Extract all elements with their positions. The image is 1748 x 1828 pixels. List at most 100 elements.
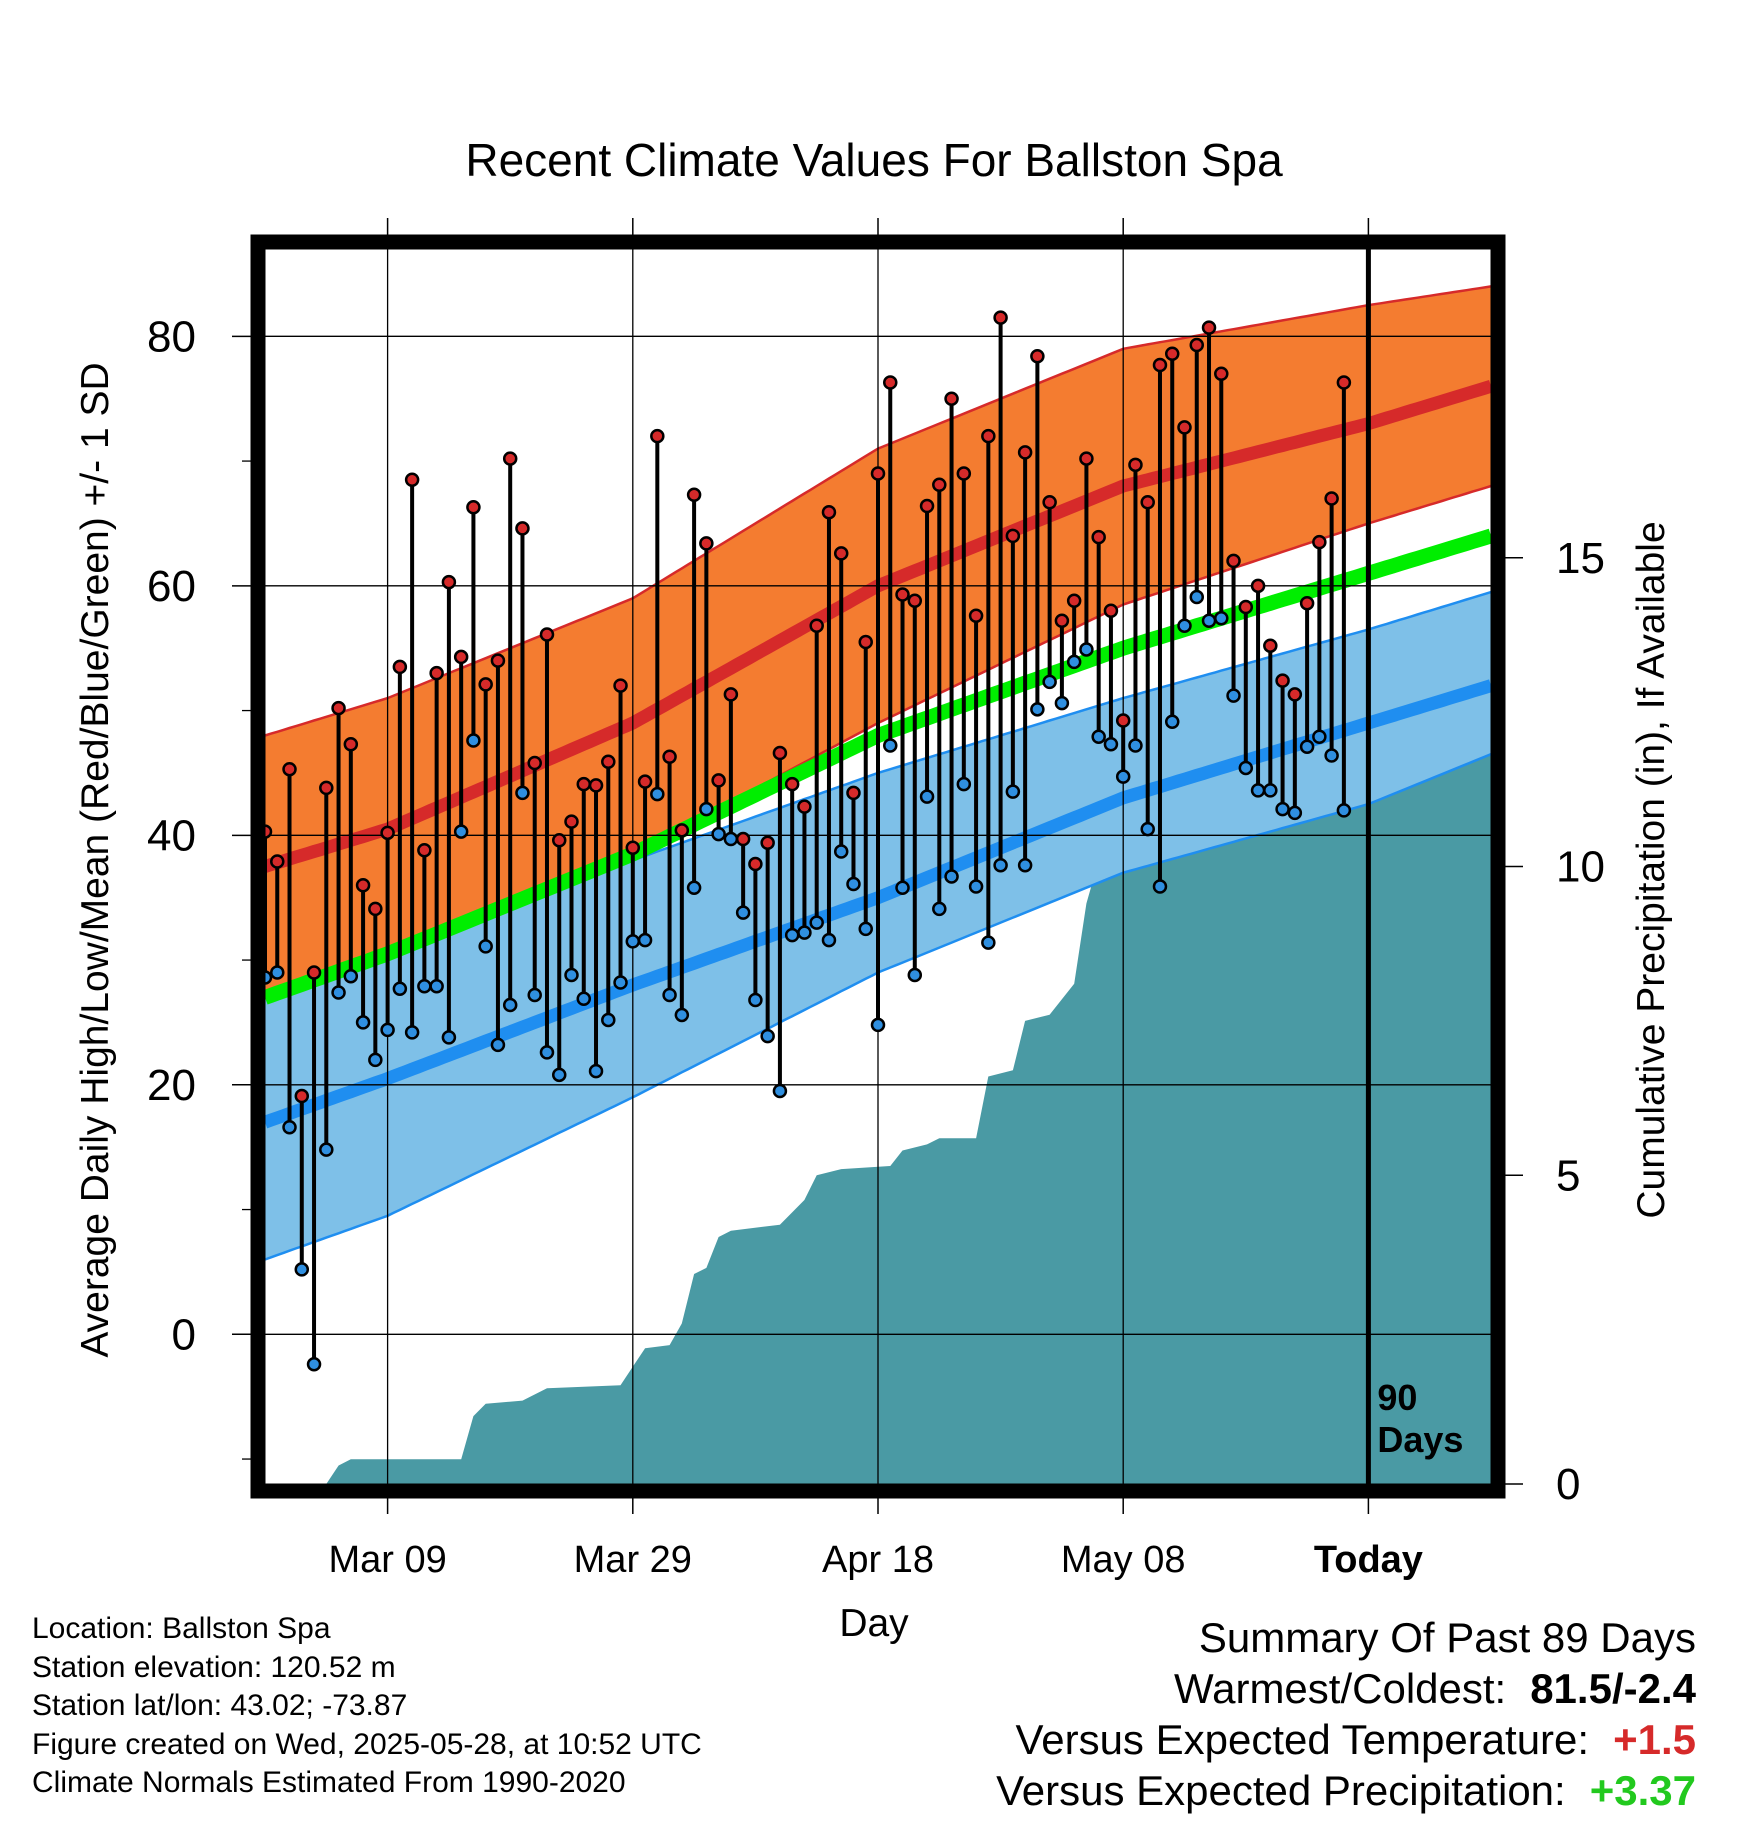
daily-low-point (515, 785, 530, 801)
daily-high-point (1017, 445, 1033, 460)
daily-high-point (331, 700, 346, 716)
daily-high-point (466, 499, 481, 515)
daily-low-point (748, 992, 763, 1008)
y2-tick-label: 0 (1556, 1460, 1580, 1509)
daily-low-point (858, 921, 873, 937)
summary-panel: Summary Of Past 89 Days Warmest/Coldest:… (996, 1612, 1696, 1816)
daily-high-point (1299, 596, 1315, 611)
daily-high-point (576, 776, 592, 792)
daily-low-point (1066, 654, 1082, 670)
daily-low-point (674, 1007, 690, 1023)
daily-low-point (270, 965, 285, 980)
x-axis-label: Day (839, 1602, 909, 1645)
daily-low-point (1164, 714, 1180, 730)
x-tick-label: Apr 18 (822, 1539, 934, 1581)
daily-low-point (306, 1356, 322, 1372)
daily-high-point (453, 649, 469, 665)
daily-high-point (343, 736, 359, 752)
daily-low-point (907, 967, 923, 983)
y-tick-label: 80 (147, 312, 196, 361)
y2-tick-label: 10 (1556, 843, 1605, 892)
daily-low-point (1226, 688, 1241, 703)
daily-low-point (1140, 821, 1155, 837)
daily-high-point (478, 677, 493, 692)
daily-high-point (417, 843, 432, 858)
daily-high-point (282, 761, 297, 777)
daily-low-point (993, 858, 1008, 873)
today-days-word: Days (1377, 1419, 1463, 1460)
daily-low-point (1214, 611, 1229, 626)
daily-low-point (355, 1015, 371, 1030)
daily-low-point (1005, 784, 1021, 799)
daily-high-point (551, 833, 567, 848)
daily-low-point (380, 1022, 395, 1038)
daily-high-point (319, 780, 334, 796)
daily-high-point (858, 634, 873, 650)
daily-low-point (1287, 805, 1303, 821)
daily-low-point (539, 1045, 555, 1060)
daily-high-point (944, 391, 959, 406)
daily-low-point (527, 987, 542, 1003)
daily-low-point (686, 880, 702, 895)
daily-low-point (576, 991, 592, 1006)
daily-high-point (674, 823, 690, 838)
daily-high-point (392, 659, 408, 675)
y-tick-label: 60 (147, 562, 196, 611)
daily-high-point (1091, 529, 1106, 545)
daily-high-point (883, 375, 898, 390)
daily-high-point (809, 618, 824, 633)
daily-high-point (784, 776, 800, 792)
daily-low-point (1128, 738, 1143, 753)
daily-low-point (294, 1262, 310, 1277)
daily-high-point (1005, 528, 1021, 544)
daily-low-point (919, 789, 935, 804)
precip-label: Versus Expected Precipitation: (996, 1767, 1566, 1814)
daily-high-point (355, 877, 371, 893)
y2-axis-label: Cumulative Precipitation (in), If Availa… (1630, 521, 1673, 1218)
daily-low-point (466, 733, 481, 748)
x-tick-label: May 08 (1061, 1539, 1186, 1581)
daily-high-point (637, 774, 653, 789)
plot-frame (250, 234, 1506, 1499)
daily-low-point (1275, 801, 1290, 817)
daily-high-point (441, 574, 457, 590)
daily-low-point (1103, 736, 1119, 752)
daily-high-point (306, 965, 322, 980)
daily-high-point (956, 466, 972, 481)
temp-value: +1.5 (1613, 1716, 1696, 1763)
daily-high-point (564, 814, 579, 829)
created-text: Figure created on Wed, 2025-05-28, at 10… (32, 1727, 702, 1761)
daily-high-point (919, 498, 935, 514)
daily-low-point (735, 905, 751, 920)
daily-high-point (270, 854, 285, 869)
daily-low-point (441, 1030, 457, 1045)
daily-high-point (527, 755, 542, 771)
daily-high-point (1263, 638, 1278, 653)
daily-low-point (453, 824, 469, 839)
daily-low-point (625, 934, 641, 949)
precip-value: +3.37 (1589, 1767, 1696, 1814)
daily-high-point (760, 835, 775, 851)
daily-low-point (944, 869, 959, 884)
daily-high-point (1103, 603, 1119, 619)
y-axis-label: Average Daily High/Low/Mean (Red/Blue/Gr… (74, 362, 117, 1357)
x-tick-label: Today (1314, 1539, 1423, 1581)
daily-low-point (760, 1028, 775, 1044)
daily-high-point (294, 1088, 310, 1104)
daily-high-point (711, 773, 726, 788)
daily-low-point (404, 1025, 420, 1040)
daily-low-point (1091, 729, 1106, 745)
daily-high-point (748, 856, 763, 872)
daily-high-point (1030, 349, 1045, 364)
latlon-text: Station lat/lon: 43.02; -73.87 (32, 1689, 408, 1722)
daily-low-point (650, 786, 665, 802)
daily-high-point (380, 825, 395, 841)
y2-tick-label: 15 (1556, 534, 1605, 583)
daily-low-point (1030, 702, 1045, 717)
daily-high-point (723, 687, 739, 702)
daily-low-point (1336, 803, 1352, 818)
daily-low-point (932, 901, 947, 917)
daily-high-point (368, 901, 383, 917)
daily-high-point (588, 778, 604, 793)
daily-high-point (833, 546, 849, 561)
